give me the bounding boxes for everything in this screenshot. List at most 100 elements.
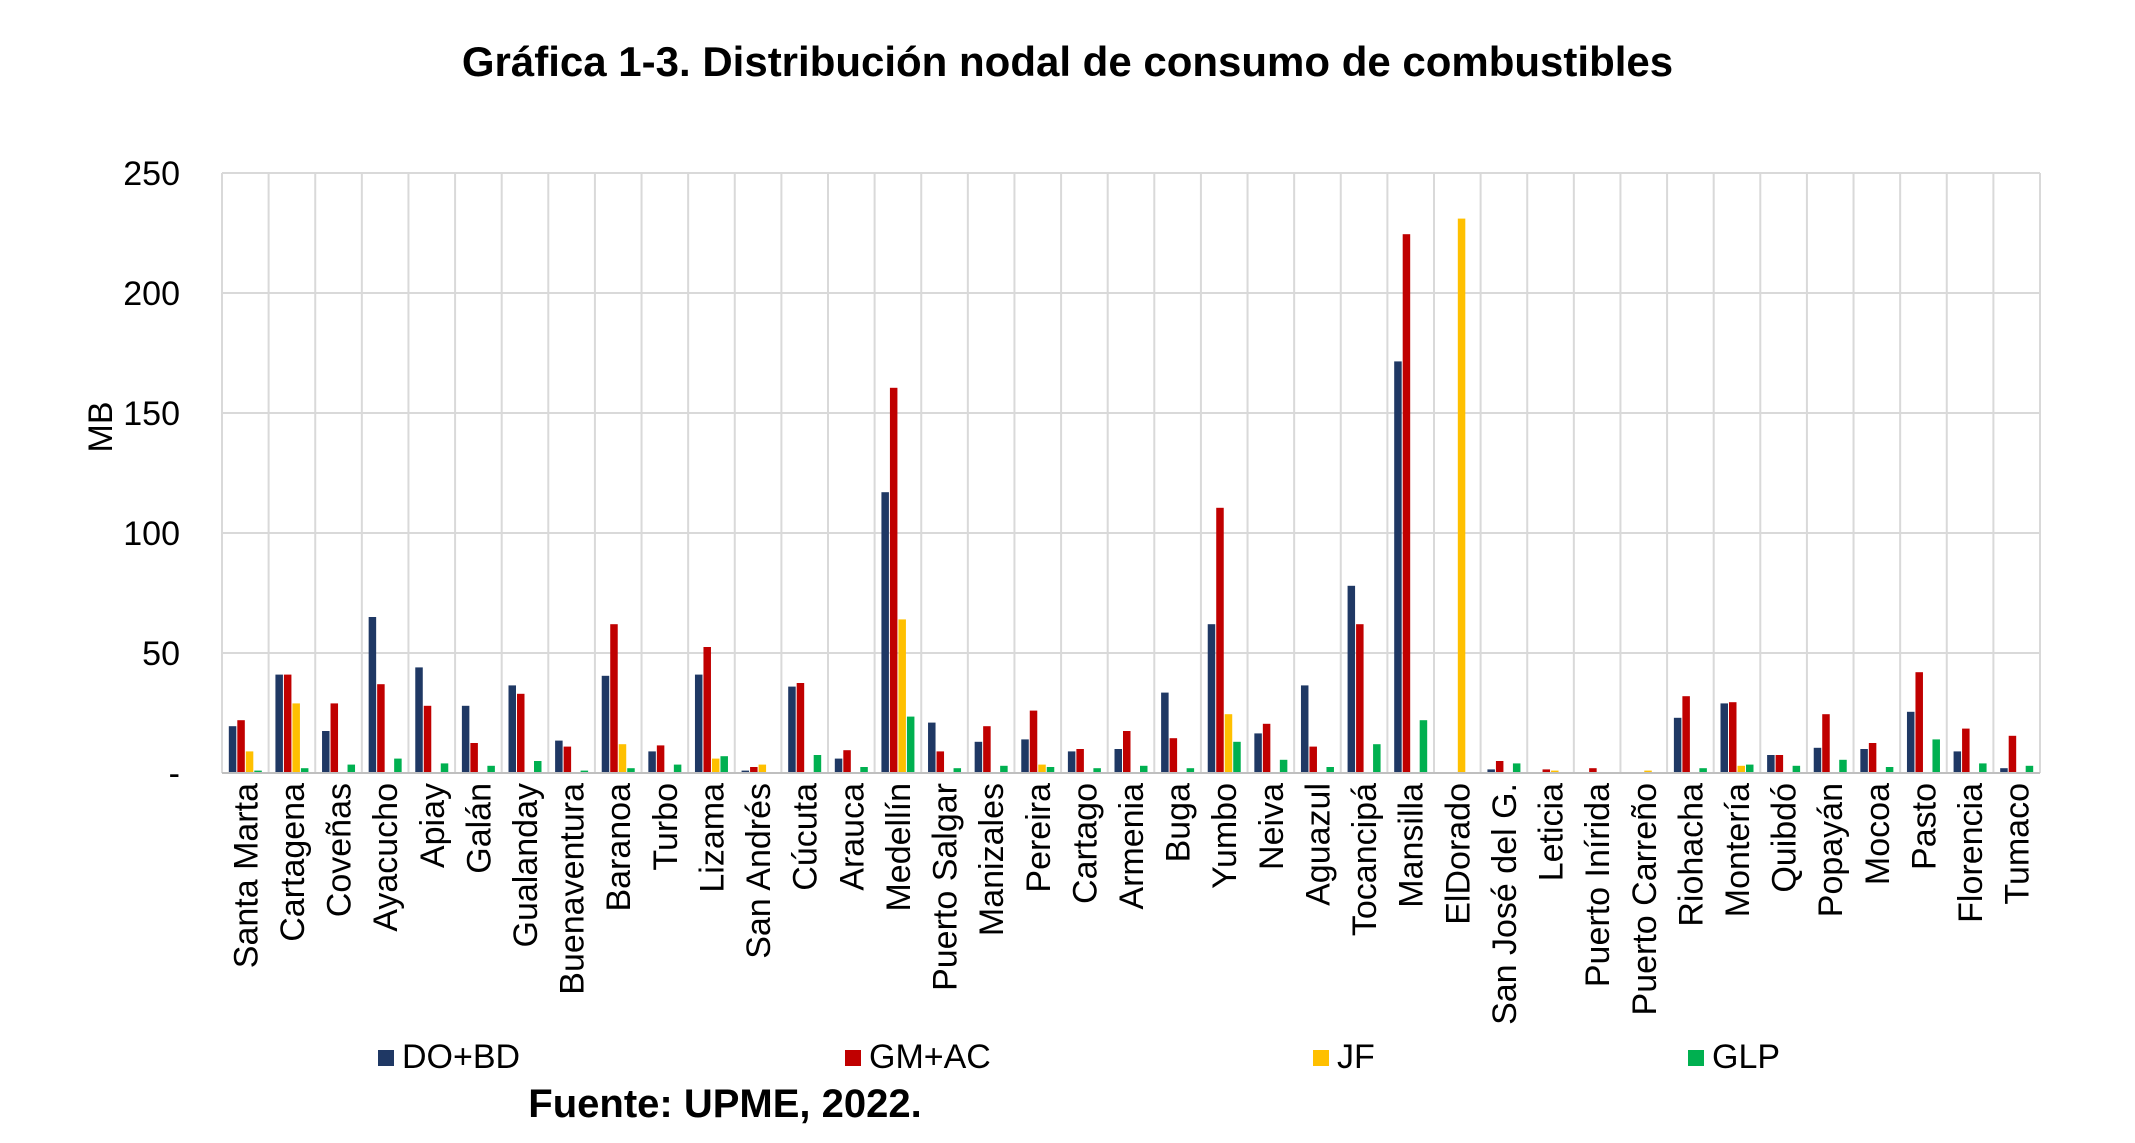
x-tick-label: Tocancipá (1346, 783, 1384, 936)
bar-jf (292, 703, 300, 773)
bar-glp (534, 761, 542, 773)
bar-glp (394, 758, 402, 773)
x-tick-label: Coveñas (321, 783, 359, 917)
bar-glp (1186, 768, 1195, 773)
bar-glp (1093, 768, 1101, 773)
bar-glp (1000, 765, 1008, 773)
bar-glp (813, 755, 822, 773)
bar-do-bd (1347, 585, 1356, 773)
bar-gm-ac (936, 751, 945, 773)
bar-glp (627, 768, 635, 773)
bar-glp (953, 768, 962, 773)
x-tick-label: Puerto Salgar (927, 783, 965, 991)
bar-jf (1551, 770, 1559, 773)
legend-swatch (1313, 1049, 1329, 1066)
bar-gm-ac (1682, 696, 1690, 773)
x-tick-label: Quibdó (1766, 783, 1804, 893)
bar-glp (720, 756, 728, 773)
bar-do-bd (881, 492, 889, 773)
bar-do-bd (555, 740, 563, 773)
bar-glp (347, 764, 356, 773)
bar-gm-ac (1169, 738, 1178, 773)
bar-gm-ac (1216, 507, 1224, 773)
bar-do-bd (1953, 751, 1962, 773)
bar-glp (1746, 764, 1754, 773)
x-tick-label: Armenia (1113, 783, 1151, 910)
bar-do-bd (508, 685, 516, 773)
axis-layer: - 50 100 150 200 250 Santa Marta Cartagena Coveñ… (123, 155, 2040, 1025)
bar-do-bd (228, 726, 237, 773)
legend-label: JF (1337, 1038, 1375, 1076)
bar-gm-ac (1962, 728, 1970, 773)
bar-do-bd (2000, 768, 2008, 773)
x-tick-label: Aguazul (1299, 783, 1337, 906)
chart-title: Gráfica 1-3. Distribución nodal de consu… (461, 38, 1674, 85)
bar-gm-ac (423, 705, 432, 773)
bar-jf (898, 619, 906, 773)
bar-glp (1419, 720, 1428, 773)
bar-glp (1979, 763, 1987, 773)
bar-jf (758, 764, 767, 773)
bar-gm-ac (1262, 723, 1271, 773)
bar-glp (1792, 765, 1801, 773)
bar-glp (673, 764, 682, 773)
x-tick-label: Puerto Inírida (1579, 783, 1617, 987)
legend-label: GLP (1712, 1038, 1781, 1076)
x-tick-label: Arauca (833, 783, 871, 891)
legend-item-glp: GLP (1688, 1038, 1780, 1077)
x-tick-label: Lizama (693, 783, 731, 893)
bar-do-bd (974, 741, 983, 773)
x-tick-label: Tumaco (1999, 783, 2037, 905)
bar-do-bd (1720, 703, 1728, 773)
bar-gm-ac (237, 720, 245, 773)
bar-gm-ac (1729, 702, 1737, 773)
bar-jf (1038, 764, 1046, 773)
x-tick-label: Pereira (1020, 783, 1058, 893)
bar-glp (1512, 763, 1521, 773)
bar-glp (906, 716, 915, 773)
x-tick-label: Yumbo (1206, 783, 1244, 889)
x-tick-label: Popayán (1812, 783, 1850, 917)
bar-glp (487, 765, 495, 773)
bar-do-bd (1673, 717, 1682, 773)
bar-gm-ac (983, 726, 991, 773)
bar-gm-ac (1775, 755, 1784, 773)
bar-do-bd (928, 722, 936, 773)
bar-glp (1140, 765, 1148, 773)
bar-gm-ac (330, 703, 339, 773)
bar-glp (1279, 759, 1288, 773)
bar-glp (254, 770, 262, 773)
bar-gm-ac (703, 647, 711, 773)
bar-jf (1224, 714, 1233, 773)
bar-gm-ac (2008, 735, 2017, 773)
y-tick-label: 100 (123, 515, 180, 553)
bar-glp (1326, 767, 1334, 773)
bar-gm-ac (377, 684, 385, 773)
bar-jf (1457, 218, 1466, 774)
x-tick-label: Pasto (1905, 783, 1943, 870)
bar-do-bd (1813, 747, 1822, 773)
bar-do-bd (1021, 739, 1029, 773)
x-tick-label: Baranoa (600, 783, 638, 912)
legend-item-jf: JF (1313, 1038, 1375, 1077)
x-tick-label: Mansilla (1393, 783, 1431, 908)
legend-swatch (1688, 1049, 1704, 1066)
bar-jf (618, 744, 627, 773)
bar-glp (1046, 767, 1055, 773)
bar-gm-ac (843, 750, 851, 773)
x-tick-label: Riohacha (1672, 783, 1710, 927)
y-tick-label: 150 (123, 395, 180, 433)
legend-label: GM+AC (869, 1038, 991, 1076)
x-tick-label: Cartago (1066, 783, 1104, 904)
bar-glp (1885, 767, 1894, 773)
bar-do-bd (601, 675, 610, 773)
bar-glp (1373, 744, 1381, 773)
bar-do-bd (1300, 685, 1309, 773)
bar-do-bd (694, 674, 703, 773)
bar-glp (580, 770, 589, 773)
bar-gm-ac (750, 767, 758, 773)
bar-jf (1737, 765, 1745, 773)
bar-do-bd (648, 751, 656, 773)
y-tick-label: 50 (142, 635, 180, 673)
